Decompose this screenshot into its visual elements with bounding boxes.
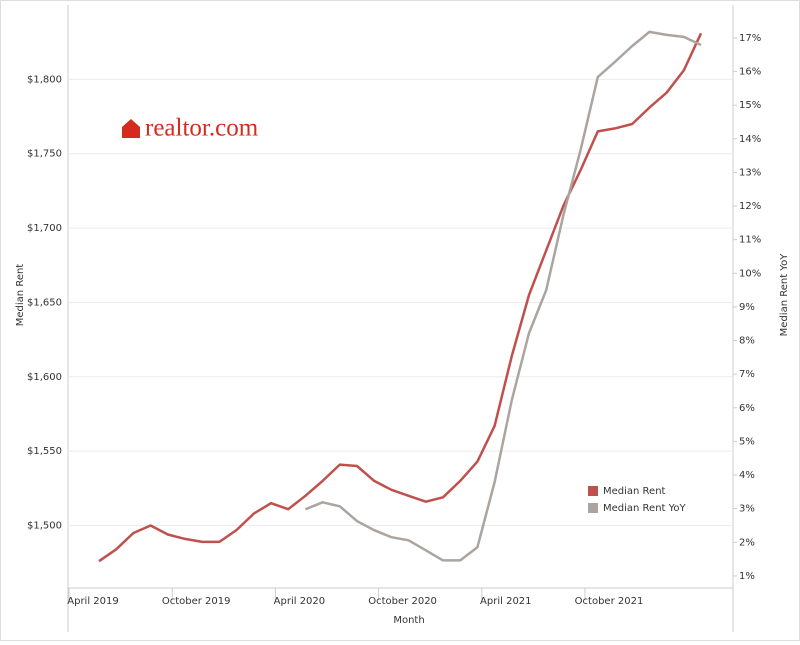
y2-tick-label: 5% [739, 436, 755, 447]
legend-label: Median Rent YoY [603, 503, 687, 514]
y2-tick-label: 9% [739, 302, 755, 313]
y2-tick-label: 2% [739, 537, 755, 548]
legend-label: Median Rent [603, 486, 666, 497]
x-tick-label: April 2019 [67, 596, 118, 607]
y-tick-label: $1,550 [27, 446, 62, 457]
y2-tick-label: 12% [739, 201, 761, 212]
y2-tick-label: 8% [739, 336, 755, 347]
y-axis-title: Median Rent [15, 264, 26, 327]
logo: realtor.com [122, 115, 259, 142]
x-tick-label: April 2020 [274, 596, 325, 607]
y2-tick-label: 7% [739, 369, 755, 380]
series-line [98, 32, 703, 563]
y2-axis-title: Median Rent YoY [779, 253, 790, 337]
y2-tick-label: 16% [739, 67, 761, 78]
y-tick-label: $1,750 [27, 149, 62, 160]
y2-tick-label: 14% [739, 134, 761, 145]
legend-swatch [588, 503, 598, 513]
y2-tick-label: 10% [739, 268, 761, 279]
legend-swatch [588, 486, 598, 496]
y-tick-label: $1,650 [27, 297, 62, 308]
logo-icon [122, 119, 140, 138]
logo-text: realtor.com [145, 115, 259, 142]
x-tick-label: October 2020 [368, 596, 437, 607]
x-tick-label: April 2021 [480, 596, 531, 607]
y-tick-label: $1,800 [27, 74, 62, 85]
x-axis-title: Month [393, 615, 424, 626]
y2-tick-label: 4% [739, 470, 755, 481]
y2-tick-label: 11% [739, 235, 761, 246]
y2-tick-label: 13% [739, 167, 761, 178]
y2-tick-label: 17% [739, 33, 761, 44]
x-tick-label: October 2021 [575, 596, 644, 607]
x-tick-label: October 2019 [162, 596, 231, 607]
series-line [304, 30, 702, 562]
y-tick-label: $1,600 [27, 372, 62, 383]
y2-tick-label: 1% [739, 571, 755, 582]
y-tick-label: $1,700 [27, 223, 62, 234]
y2-tick-label: 3% [739, 504, 755, 515]
legend: Median Rent Median Rent YoY [588, 486, 687, 514]
y-tick-label: $1,500 [27, 521, 62, 532]
y2-tick-label: 15% [739, 100, 761, 111]
y2-tick-label: 6% [739, 403, 755, 414]
